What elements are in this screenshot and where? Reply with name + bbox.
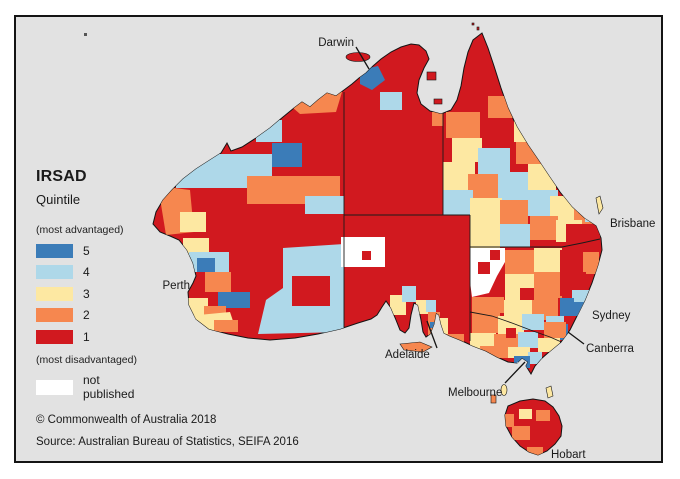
- legend-item: 5: [36, 240, 90, 262]
- legend-swatch-q3: [36, 286, 73, 301]
- city-label-perth: Perth: [163, 280, 191, 292]
- tasmania-patches: [505, 409, 550, 455]
- legend-title: IRSAD: [36, 168, 87, 185]
- city-label-brisbane: Brisbane: [610, 218, 655, 230]
- legend: IRSAD Quintile (most advantaged) 5 4 3 2: [36, 168, 137, 401]
- city-pointer-lines: [355, 46, 585, 384]
- legend-swatch-q5: [36, 243, 73, 258]
- legend-item: 4: [36, 262, 90, 284]
- legend-item-not-published: not published: [36, 373, 134, 401]
- legend-swatch-q2: [36, 308, 73, 323]
- region-patches: [158, 66, 602, 369]
- city-label-canberra: Canberra: [586, 343, 635, 355]
- islands: [84, 22, 604, 404]
- footer: © Commonwealth of Australia 2018 Source:…: [36, 409, 299, 453]
- legend-note-advantaged: (most advantaged): [36, 224, 124, 236]
- legend-label-q3: 3: [83, 286, 90, 301]
- city-label-sydney: Sydney: [592, 310, 631, 322]
- canberra-pointer: [567, 331, 585, 345]
- melbourne-pointer: [504, 361, 526, 384]
- copyright-text: © Commonwealth of Australia 2018: [36, 414, 217, 426]
- legend-label-not-published: not published: [83, 373, 135, 401]
- legend-subtitle: Quintile: [36, 192, 81, 207]
- city-label-darwin: Darwin: [318, 37, 354, 49]
- legend-item: 2: [36, 305, 90, 327]
- legend-rows: 5 4 3 2 1: [36, 240, 90, 348]
- legend-swatch-q4: [36, 265, 73, 280]
- legend-note-disadvantaged: (most disadvantaged): [36, 354, 137, 366]
- legend-swatch-q1: [36, 329, 73, 344]
- legend-item: 1: [36, 326, 90, 348]
- city-label-adelaide: Adelaide: [385, 349, 430, 361]
- adelaide-pointer: [426, 320, 438, 349]
- legend-label-q5: 5: [83, 243, 90, 258]
- city-labels: Darwin Brisbane Perth Sydney Canberra Ad…: [163, 37, 656, 461]
- state-borders: [343, 92, 601, 345]
- legend-label-q1: 1: [83, 329, 90, 344]
- legend-label-q2: 2: [83, 308, 90, 323]
- source-text: Source: Australian Bureau of Statistics,…: [36, 436, 299, 448]
- legend-swatch-not-published: [36, 379, 73, 395]
- city-label-hobart: Hobart: [551, 449, 586, 461]
- legend-label-q4: 4: [83, 265, 90, 280]
- darwin-pointer: [355, 46, 370, 70]
- city-label-melbourne: Melbourne: [448, 387, 502, 399]
- legend-item: 3: [36, 283, 90, 305]
